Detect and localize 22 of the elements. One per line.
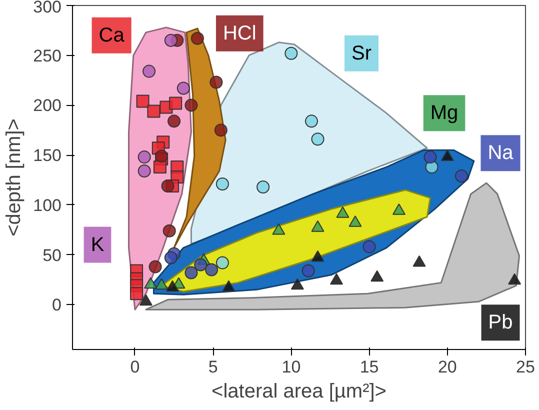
text: K [90, 234, 105, 256]
y-tick-label: 300 [33, 0, 62, 16]
x-tick-label: 25 [516, 358, 535, 376]
x-tick-label: 5 [208, 358, 218, 376]
y-tick-label: 50 [42, 246, 62, 265]
series-label: HCl [222, 22, 256, 44]
x-tick-label: 10 [282, 358, 301, 376]
x-tick-label: 15 [360, 358, 379, 376]
y-tick-label: 100 [33, 196, 62, 215]
y-tick-label: 200 [33, 96, 62, 116]
text: Ca [98, 24, 126, 46]
y-tick-label: 150 [33, 146, 62, 166]
series-label: Pb [488, 312, 513, 334]
x-tick-label: 20 [438, 358, 457, 376]
x-axis-title: <lateral area [µm²]> [212, 380, 386, 402]
x-tick-label: 0 [130, 358, 140, 376]
y-tick-label: 0 [52, 296, 62, 315]
text: Mg [430, 102, 458, 124]
y-tick-label: 250 [33, 46, 62, 66]
text: Sr [351, 42, 372, 64]
y-axis-title: <depth [nm]> [3, 118, 26, 236]
series-label: Na [488, 142, 514, 164]
